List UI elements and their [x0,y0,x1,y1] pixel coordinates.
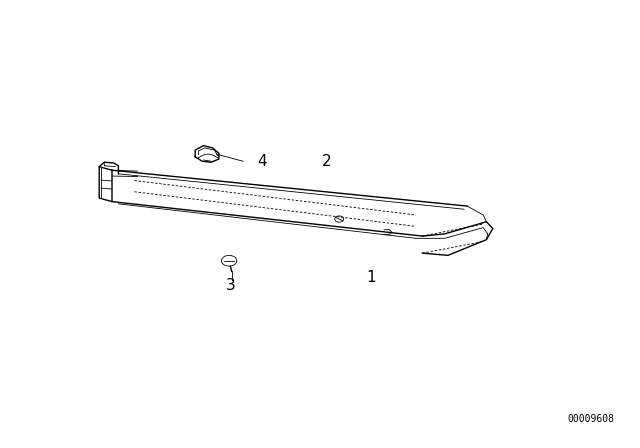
Text: 4: 4 [257,154,268,169]
Text: 00009608: 00009608 [568,414,614,424]
Text: 1: 1 [366,270,376,285]
Text: 3: 3 [225,278,236,293]
Text: 2: 2 [321,154,332,169]
